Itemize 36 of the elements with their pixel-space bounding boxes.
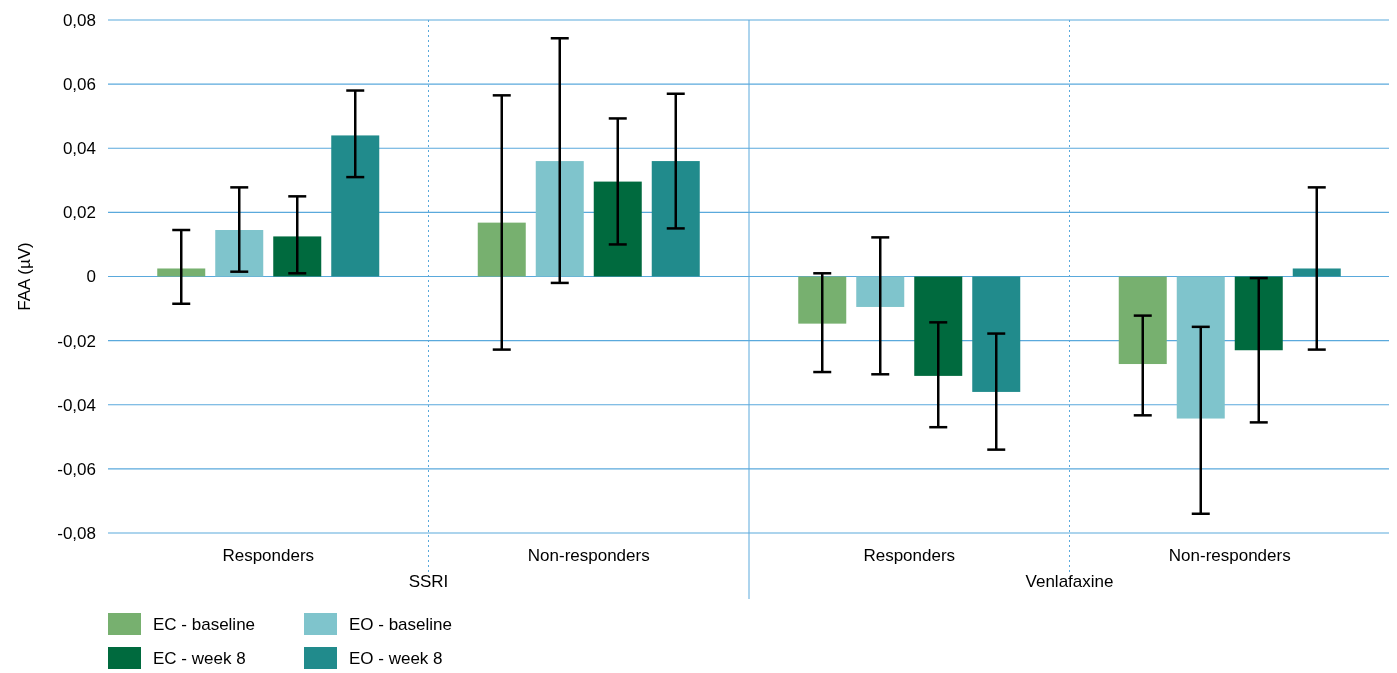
bar — [157, 268, 206, 277]
y-tick-label: 0,08 — [62, 10, 96, 30]
y-tick-label: -0,02 — [57, 331, 96, 351]
y-axis-title: FAA (µV) — [15, 242, 34, 311]
text: SSRI — [408, 572, 449, 591]
y-tick-label: 0 — [86, 267, 96, 287]
x-tick-label: Responders — [863, 546, 956, 565]
bar — [972, 276, 1021, 392]
x-tick-label: Responders — [222, 546, 315, 565]
legend-label: EC - baseline — [153, 614, 256, 634]
bar — [331, 135, 380, 277]
bar — [273, 236, 322, 277]
y-tick-label: -0,08 — [57, 523, 96, 543]
bar — [1118, 276, 1167, 365]
bar — [1292, 268, 1341, 277]
bar — [798, 276, 847, 324]
bar — [651, 161, 700, 277]
legend-label: EC - week 8 — [153, 648, 246, 668]
y-tick-label: -0,04 — [57, 395, 96, 415]
bar — [856, 276, 905, 307]
x-tick-label: Non-responders — [527, 546, 650, 565]
legend-label: EO - week 8 — [349, 648, 443, 668]
bar — [593, 181, 642, 277]
bar — [477, 222, 526, 277]
y-tick-label: -0,06 — [57, 459, 96, 479]
bar — [215, 230, 264, 277]
bar — [914, 276, 963, 376]
y-tick-label: 0,04 — [62, 139, 96, 159]
x-tick-label: Non-responders — [1168, 546, 1291, 565]
legend-label: EO - baseline — [349, 614, 452, 634]
bar — [1234, 276, 1283, 351]
bar — [1176, 276, 1225, 419]
y-tick-label: 0,02 — [62, 203, 96, 223]
text: Venlafaxine — [1025, 572, 1114, 591]
y-tick-label: 0,06 — [62, 75, 96, 95]
bar — [535, 161, 584, 277]
